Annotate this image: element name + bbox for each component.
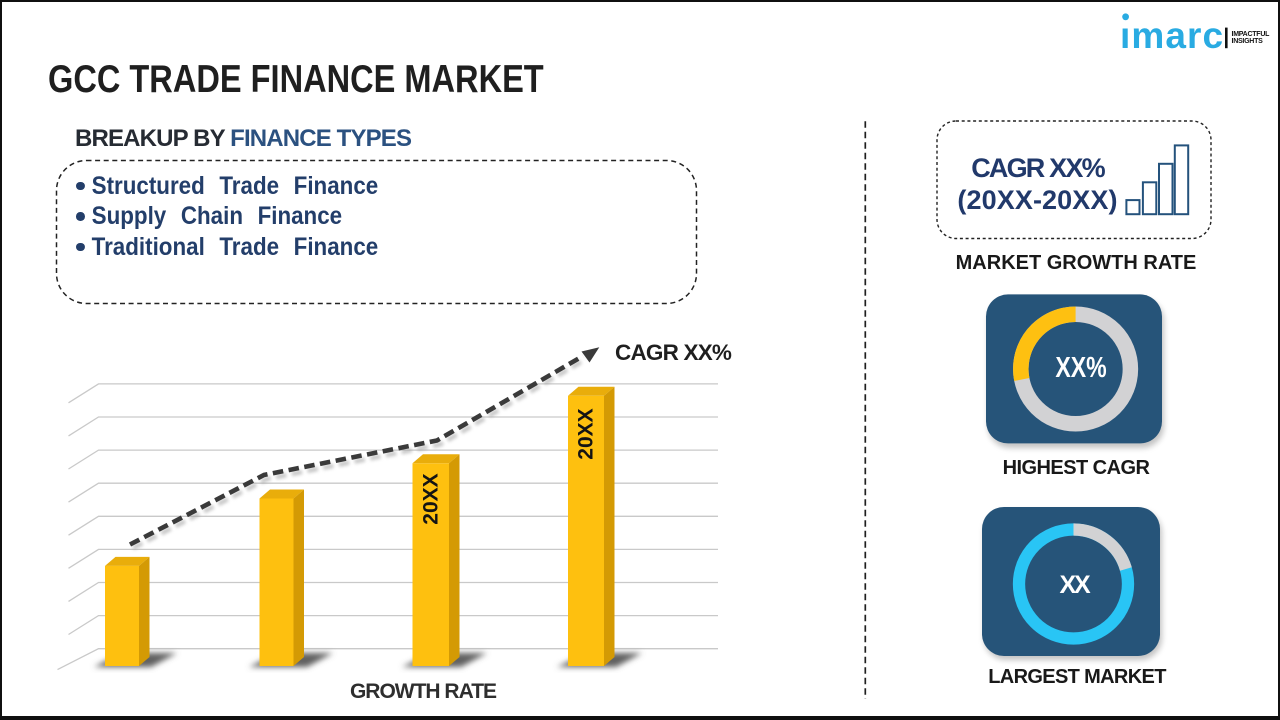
svg-text:20XX: 20XX [575,408,598,459]
svg-text:20XX: 20XX [420,473,443,524]
